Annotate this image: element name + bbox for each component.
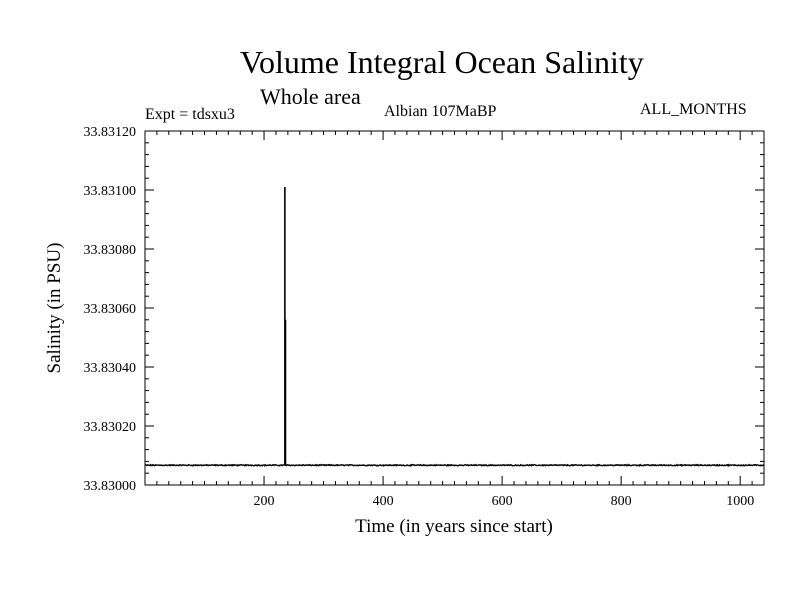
x-tick-label: 200 <box>254 494 275 509</box>
y-tick-label: 33.83000 <box>84 479 137 494</box>
y-tick-label: 33.83100 <box>84 184 137 199</box>
salinity-spikes <box>285 187 286 465</box>
salinity-series-line <box>145 465 764 466</box>
plot-area: 33.83000 33.83020 33.83040 33.83060 33.83080… <box>0 0 800 600</box>
plot-frame <box>145 131 764 485</box>
y-tick-label: 33.83120 <box>84 125 137 140</box>
y-axis-label: Salinity (in PSU) <box>44 243 65 374</box>
y-tick-label: 33.83060 <box>84 302 137 317</box>
axis-ticks <box>145 131 764 485</box>
y-tick-label: 33.83020 <box>84 420 137 435</box>
y-tick-label: 33.83040 <box>84 361 137 376</box>
x-tick-label: 800 <box>611 494 632 509</box>
x-axis-label: Time (in years since start) <box>355 516 553 537</box>
y-tick-label: 33.83080 <box>84 243 137 258</box>
x-tick-label: 600 <box>492 494 513 509</box>
x-tick-label: 1000 <box>726 494 754 509</box>
x-tick-labels: 200 400 600 800 1000 <box>254 494 755 509</box>
chart-figure: Volume Integral Ocean Salinity Whole are… <box>0 0 800 600</box>
x-tick-label: 400 <box>373 494 394 509</box>
y-tick-labels: 33.83000 33.83020 33.83040 33.83060 33.83080… <box>84 125 137 494</box>
